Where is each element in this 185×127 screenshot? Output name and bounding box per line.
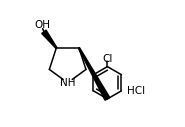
Text: NH: NH [60, 78, 75, 88]
Polygon shape [78, 48, 110, 100]
Polygon shape [42, 30, 57, 48]
Text: Cl: Cl [102, 54, 113, 64]
Text: OH: OH [35, 20, 51, 30]
Text: HCl: HCl [127, 86, 145, 96]
